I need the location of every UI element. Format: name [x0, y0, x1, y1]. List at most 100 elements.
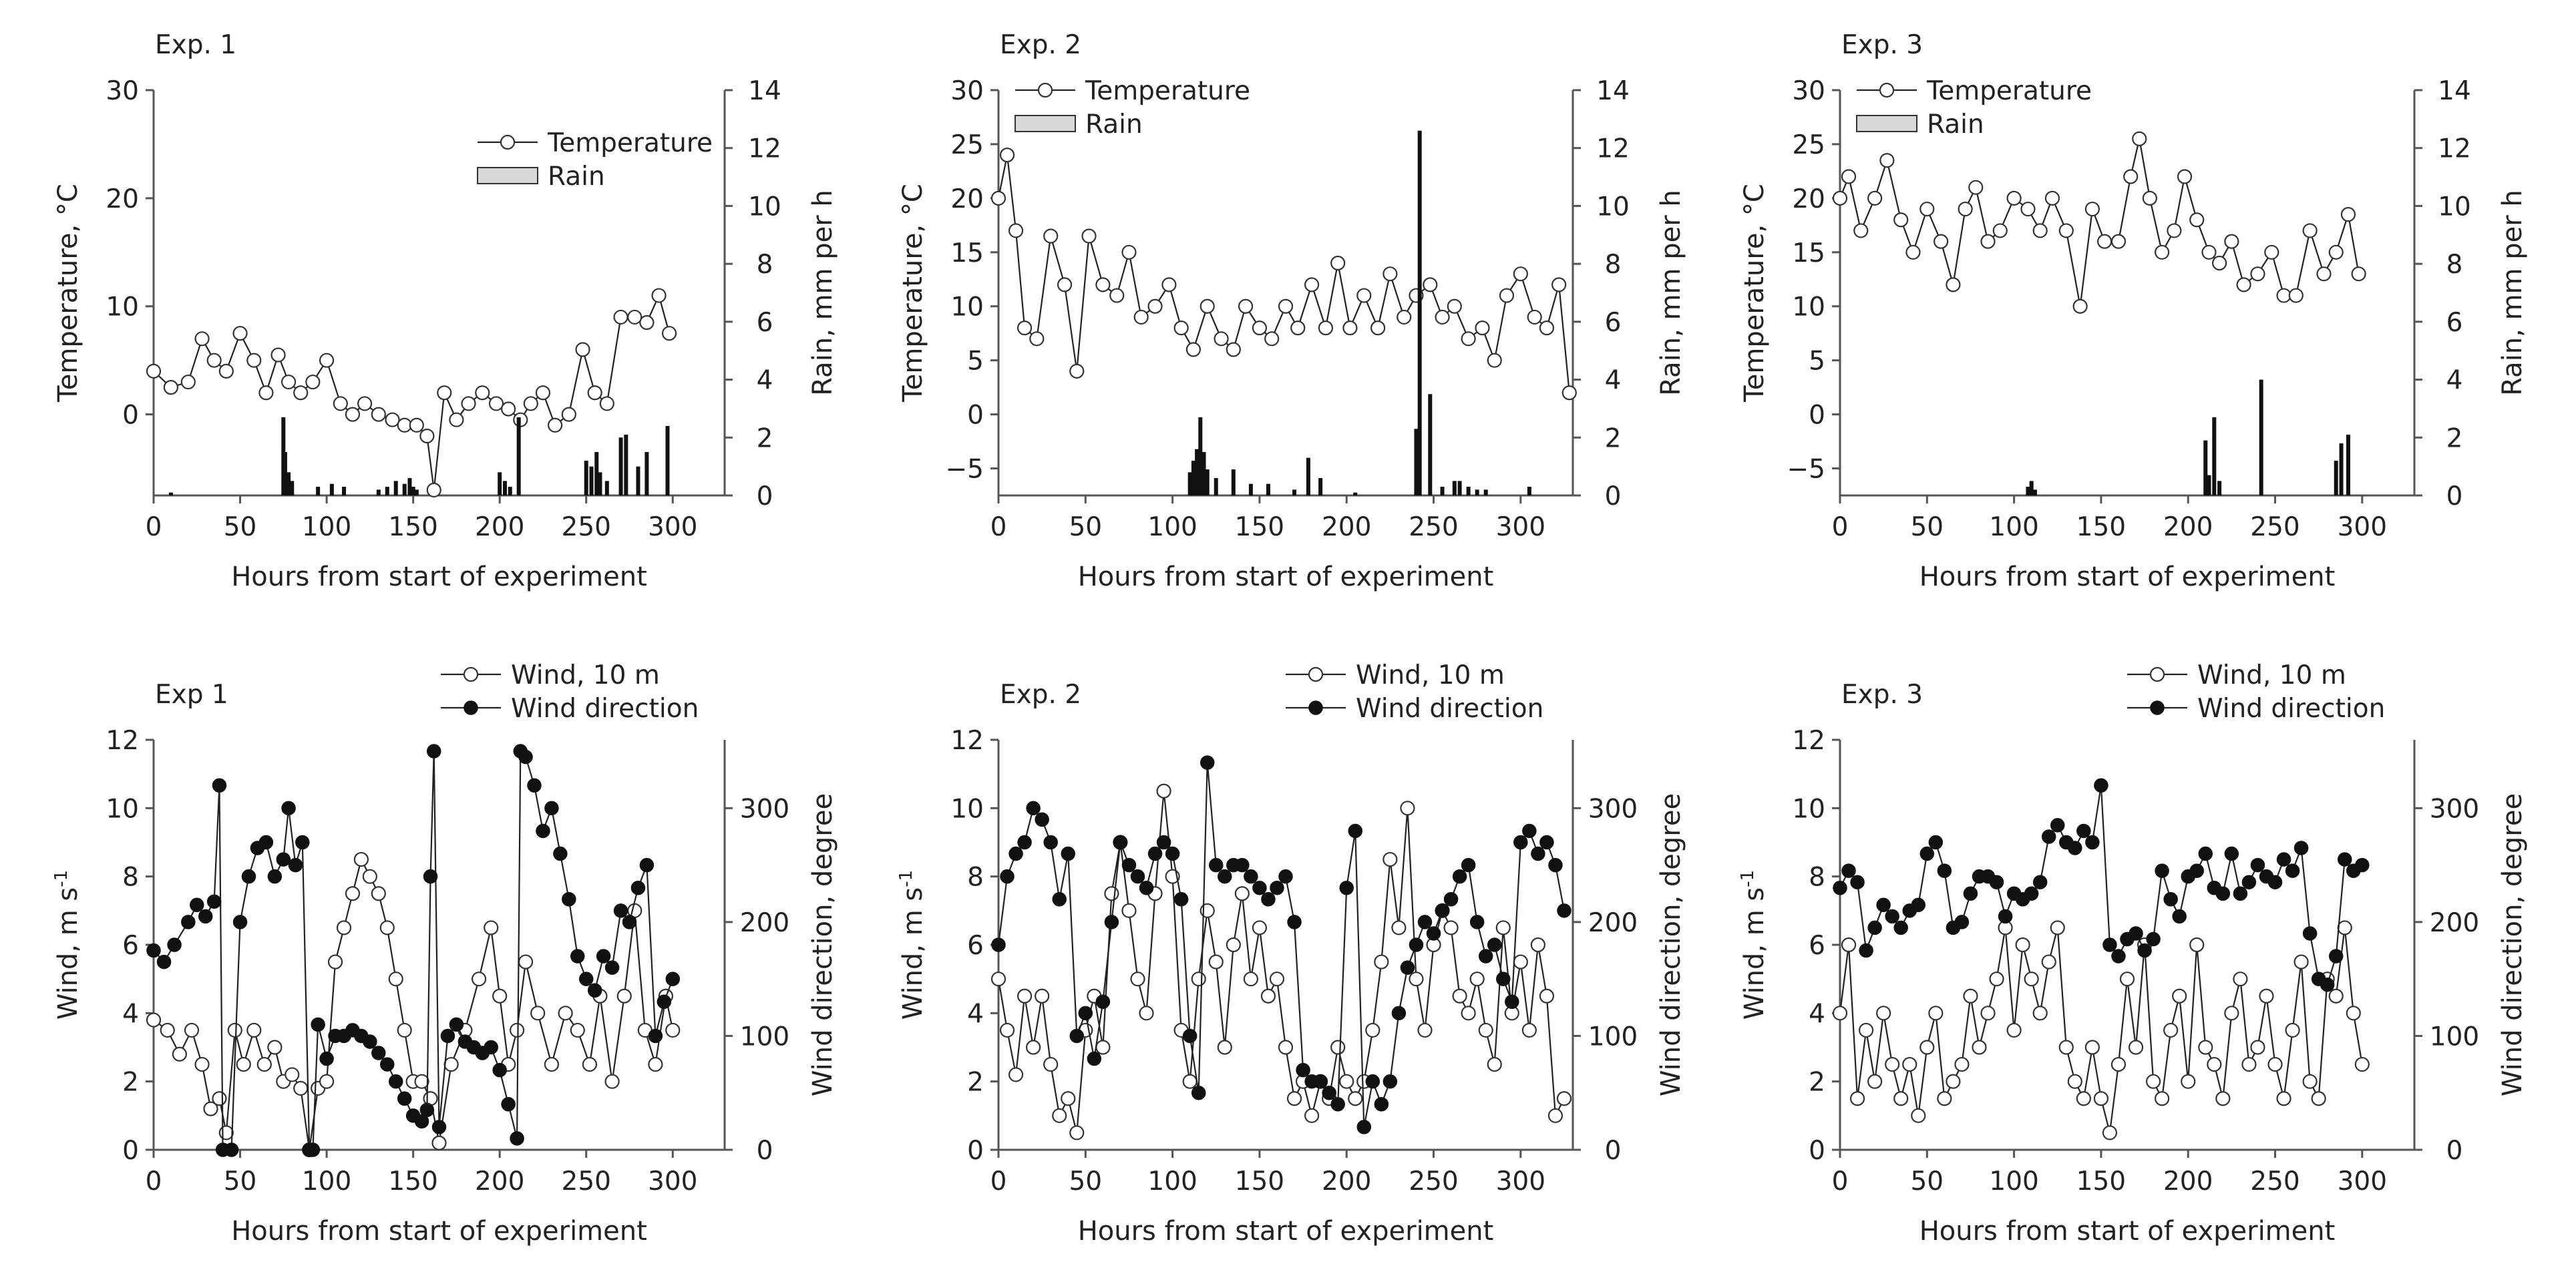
- data-point: [2085, 835, 2100, 850]
- data-point: [212, 1091, 227, 1106]
- data-point: [1478, 949, 1493, 964]
- data-point: [1447, 298, 1462, 314]
- data-point: [1475, 321, 1490, 336]
- data-point: [419, 1102, 435, 1118]
- data-point: [1946, 1074, 1961, 1089]
- data-point: [431, 1120, 447, 1134]
- data-point: [1539, 988, 1555, 1004]
- y-tick-label: 2: [1809, 1068, 1825, 1098]
- x-tick-label: 300: [2338, 512, 2387, 542]
- data-point: [1478, 1022, 1493, 1038]
- data-point: [293, 385, 309, 401]
- series-line: [997, 791, 1565, 1133]
- data-point: [1069, 363, 1085, 379]
- data-point: [2189, 212, 2205, 228]
- y-tick-label: 2: [122, 1068, 139, 1098]
- rain-bar: [2207, 475, 2211, 495]
- data-point: [1989, 875, 2004, 889]
- data-point: [224, 1142, 239, 1157]
- data-point: [1026, 1040, 1041, 1055]
- legend-marker: [500, 134, 516, 150]
- data-point: [1296, 1062, 1310, 1078]
- x-tick-label: 150: [388, 512, 437, 542]
- data-point: [267, 1040, 283, 1055]
- data-point: [345, 886, 361, 901]
- data-point: [241, 869, 256, 884]
- data-point: [2123, 169, 2139, 184]
- data-point: [2241, 875, 2257, 889]
- data-point: [2050, 818, 2065, 833]
- y2-tick-label: 100: [740, 1022, 789, 1052]
- data-point: [184, 1022, 200, 1038]
- data-point: [1185, 342, 1201, 357]
- data-point: [1435, 903, 1450, 918]
- y-axis-label: Wind, m s-1: [1738, 870, 1770, 1020]
- data-point: [2233, 886, 2248, 901]
- data-point: [622, 915, 637, 929]
- y-tick-label: 30: [106, 76, 139, 106]
- data-point: [2198, 846, 2213, 861]
- x-tick-label: 250: [1409, 1166, 1458, 1197]
- y2-tick-label: 200: [1588, 908, 1638, 938]
- rain-bar: [376, 489, 381, 495]
- data-point: [1244, 869, 1258, 884]
- rain-bar: [1214, 477, 1218, 495]
- data-point: [388, 972, 403, 987]
- data-point: [1252, 321, 1268, 336]
- x-tick-label: 50: [224, 512, 257, 542]
- legend-label: Rain: [548, 162, 605, 192]
- data-point: [449, 412, 464, 427]
- data-point: [2302, 223, 2318, 238]
- data-point: [999, 148, 1015, 163]
- y-axis-label: Wind, m s-1: [896, 870, 928, 1020]
- data-point: [1365, 1022, 1381, 1038]
- data-point: [1499, 288, 1515, 303]
- data-point: [2241, 1056, 2257, 1072]
- data-point: [1417, 1022, 1433, 1038]
- data-point: [2084, 1040, 2100, 1055]
- data-point: [2212, 255, 2227, 271]
- data-point: [371, 1046, 386, 1060]
- series-rain: [1187, 130, 1531, 495]
- y-tick-label: 10: [1792, 794, 1825, 824]
- rain-bar: [385, 486, 389, 495]
- series-temperature: [1832, 131, 2366, 314]
- y-tick-label: 12: [950, 726, 984, 756]
- chart-panel-1: 0 50 100 150 200 250 300010203002468101214Hour…: [53, 30, 838, 592]
- data-point: [2340, 207, 2356, 222]
- data-point: [501, 1097, 516, 1112]
- legend-marker: [1037, 82, 1053, 98]
- y-tick-label: 10: [106, 292, 139, 323]
- data-point: [1859, 943, 1873, 958]
- data-point: [536, 823, 550, 839]
- data-point: [2250, 266, 2265, 282]
- y2-tick-label: 14: [1596, 76, 1630, 106]
- data-point: [1130, 972, 1145, 987]
- y-tick-label: 8: [1809, 863, 1825, 893]
- data-point: [1885, 1056, 1900, 1072]
- data-point: [1348, 823, 1362, 839]
- series-wind-10-m: [146, 851, 681, 1158]
- data-point: [1243, 972, 1258, 987]
- legend-label: Wind direction: [511, 694, 699, 724]
- data-point: [1374, 1097, 1389, 1112]
- data-point: [1928, 1006, 1944, 1021]
- y2-axis-label: Rain, mm per h: [1656, 190, 1686, 395]
- data-point: [1849, 1091, 1865, 1106]
- data-point: [246, 1022, 262, 1038]
- x-tick-label: 50: [1069, 512, 1102, 542]
- data-point: [2264, 244, 2279, 260]
- data-point: [2207, 1056, 2222, 1072]
- data-point: [2328, 988, 2344, 1004]
- legend: Wind, 10 m Wind direction: [1286, 660, 1543, 724]
- x-tick-label: 250: [2250, 1166, 2299, 1197]
- data-point: [1928, 835, 1944, 850]
- data-point: [419, 428, 435, 444]
- data-point: [488, 396, 504, 411]
- series-rain: [2026, 379, 2350, 495]
- data-point: [2293, 841, 2309, 855]
- data-point: [1035, 812, 1049, 827]
- rain-bar: [604, 481, 609, 495]
- data-point: [1182, 1028, 1198, 1044]
